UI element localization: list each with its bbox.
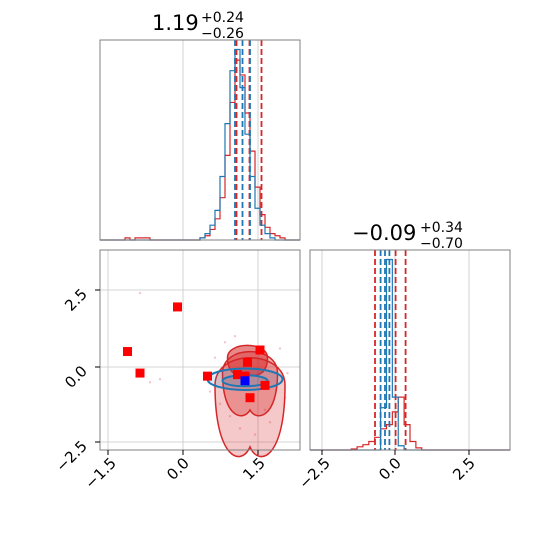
panel-frame [99, 39, 301, 241]
red-marker [135, 368, 145, 378]
sample-point [208, 390, 212, 393]
sample-point [218, 402, 222, 406]
histogram-step [100, 48, 300, 241]
y-tick-label: 2.5 [61, 285, 91, 315]
sample-point [148, 381, 152, 384]
hist-x-title-sup: +0.24 [201, 10, 244, 26]
red-marker [123, 347, 132, 357]
panel-hist-x: 1.19 +0.24 −0.26 [99, 10, 301, 241]
sample-point [233, 334, 237, 338]
red-marker [255, 345, 265, 355]
sample-point [253, 433, 257, 436]
x-tick-label: 1.5 [239, 454, 269, 484]
y-tick-label: 0.0 [61, 362, 91, 392]
sample-point [228, 414, 232, 418]
red-marker [240, 371, 250, 381]
histogram-step [310, 396, 510, 451]
joint-y-ticks: 2.5 0.0 −2.5 [52, 285, 100, 476]
red-marker [245, 393, 255, 403]
sample-point [238, 427, 242, 430]
red-marker [173, 302, 182, 312]
panel-frame [309, 249, 511, 451]
red-marker [260, 380, 270, 390]
x-tick-label: 0.0 [375, 454, 405, 484]
hist-x-title-sub: −0.26 [201, 26, 244, 42]
sample-point [138, 291, 142, 295]
hist-y-title-main: −0.09 [352, 221, 416, 245]
y-tick-label: −2.5 [52, 437, 90, 475]
hist-y-title-sub: −0.70 [420, 236, 463, 252]
x-tick-label: 2.5 [449, 454, 479, 484]
sample-point [268, 421, 272, 424]
x-tick-label: 0.0 [163, 454, 193, 484]
panel-frame [99, 249, 301, 451]
hist-y-title-sup: +0.34 [420, 220, 463, 236]
panel-hist-y: −0.09 +0.34 −0.70 −2.5 0.0 2.5 [295, 220, 511, 493]
histogram-step [100, 59, 300, 241]
histogram-step [310, 258, 510, 451]
sample-point [223, 341, 227, 344]
red-marker [203, 371, 212, 381]
sample-point [263, 408, 267, 412]
red-marker [243, 357, 252, 367]
sample-point [286, 371, 289, 375]
x-tick-label: −1.5 [81, 454, 119, 492]
sample-point [278, 347, 282, 350]
sample-point [213, 356, 217, 359]
joint-marks [123, 291, 289, 458]
hist-y-ticks: −2.5 0.0 2.5 [295, 450, 479, 493]
red-marker [233, 370, 242, 380]
blue-marker [240, 376, 250, 386]
hist-x-title: 1.19 +0.24 −0.26 [152, 10, 244, 42]
hist-x-title-main: 1.19 [152, 11, 199, 35]
panel-joint: 2.5 0.0 −2.5 −1.5 0.0 1.5 [52, 249, 301, 493]
hist-y-title: −0.09 +0.34 −0.70 [352, 220, 463, 252]
hist-y-marks [310, 250, 510, 451]
hist-x-marks [100, 40, 300, 241]
sample-point [158, 378, 162, 381]
x-tick-label: −2.5 [295, 454, 333, 492]
